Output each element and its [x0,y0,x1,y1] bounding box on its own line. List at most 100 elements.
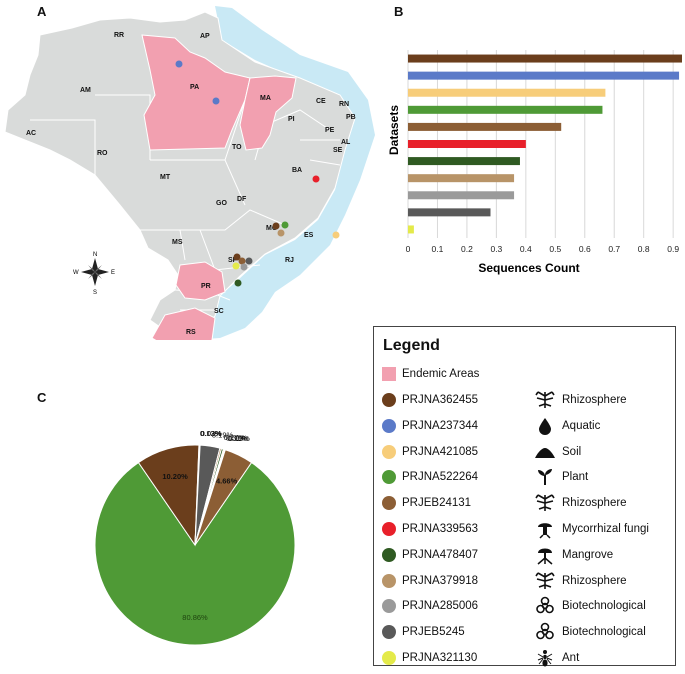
legend-habitat-row: Plant [534,467,588,487]
legend-dot [382,418,396,433]
pie-label-prjna285006: 0.03% [201,429,223,438]
bar-y-axis-label: Datasets [387,105,401,155]
legend-row-prjna478407: PRJNA478407 [382,546,478,564]
endemic-area-pa [141,34,251,151]
legend-habitat-label: Mangrove [562,548,614,561]
bar-x-ticks: 0 0.1 0.2 0.3 0.4 0.5 0.6 0.7 0.8 0.9 [406,244,680,254]
legend-habitat-row: Rhizosphere [534,571,627,591]
legend-dataset-label: PRJNA421085 [402,445,479,458]
legend-row-prjna522264: PRJNA522264 [382,468,478,486]
legend-dot [382,522,396,536]
legend-habitat-label: Rhizosphere [562,574,627,587]
compass-w: W [73,270,79,276]
state-label-df: DF [237,196,247,203]
state-label-rj: RJ [285,257,294,264]
pie-label-prjna522264: 80.86% [182,613,208,622]
bar-prjna421085 [408,88,606,97]
water-drop-icon [534,416,556,436]
legend-habitat-label: Rhizosphere [562,394,627,406]
legend-habitat-label: Rhizosphere [562,497,627,510]
sample-point-prjna421085 [332,231,340,239]
bar-x-tick-label: 0.1 [432,244,444,254]
bar-x-tick-label: 0.2 [461,244,473,254]
legend-habitat-row: Rhizosphere [534,493,627,513]
pie-label-prjna237344: 0.13% [229,434,251,443]
bar-series [408,54,682,234]
pie-label-prjna339563: 0.02% [200,429,222,438]
bar-prjna362455 [408,54,682,63]
compass-rose-icon: N S E W [73,252,115,296]
bar-chart: 0 0.1 0.2 0.3 0.4 0.5 0.6 0.7 0.8 0.9 Sequences C… [387,50,682,275]
legend-row-endemic: Endemic Areas [382,365,479,383]
panel-label-a: A [37,4,47,19]
legend-habitat-row: Ant [534,648,579,668]
legend-dataset-label: PRJEB24131 [402,497,472,510]
sample-point-prjna362455-sp [233,253,241,261]
legend-dataset-label: PRJNA237344 [402,419,479,432]
legend-dot [382,651,396,665]
legend-habitat-row: Rhizosphere [534,390,627,410]
ant-icon [534,648,556,668]
state-label-ma: MA [260,95,271,102]
state-label-al: AL [341,139,351,146]
state-label-pi: PI [288,116,295,123]
state-label-pe: PE [325,127,335,134]
bar-x-tick-label: 0.9 [667,244,679,254]
legend-habitat-label: Mycorrhizal fungi [562,523,649,535]
state-label-sp: SP [228,257,238,264]
state-label-sc: SC [214,308,224,315]
state-label-am: AM [80,87,91,94]
bar-prjna522264 [408,105,603,114]
bar-prjna339563 [408,140,526,148]
sample-point-prjna237344-south [212,97,220,105]
legend-habitat-label: Biotechnological [562,626,646,639]
legend-dataset-label: PRJNA339563 [402,523,479,535]
state-label-go: GO [216,200,227,207]
legend-dataset-label: PRJNA321130 [402,652,478,664]
sample-point-prjna379918 [277,229,285,237]
pie-chart: 80.86%10.20%0.13%0.02%0.03%3.19%0.27%0.3… [94,429,296,646]
state-label-ro: RO [97,150,108,157]
state-label-rr: RR [114,32,124,39]
legend-dot [382,393,396,407]
legend-row-prjna421085: PRJNA421085 [382,443,478,461]
endemic-area-rs [151,307,216,340]
sample-point-prjna362455-mg [272,222,280,230]
legend-dataset-label: PRJNA478407 [402,548,479,561]
legend-dataset-label: PRJNA362455 [402,394,479,406]
legend-dataset-label: PRJEB5245 [402,626,465,639]
sample-point-prjna285006 [240,263,248,271]
bar-prjeb24131 [408,122,562,131]
rhizosphere-icon [534,493,556,513]
pie-slices [94,444,296,646]
bar-x-tick-label: 0 [406,244,411,254]
bar-prjna237344 [408,71,680,80]
state-label-ba: BA [292,167,302,174]
sample-point-prjna339563 [312,175,320,183]
pie-label-prjna362455: 10.20% [162,472,188,481]
plant-icon [534,467,556,487]
legend-row-prjeb5245: PRJEB5245 [382,623,465,641]
rhizosphere-icon [534,390,556,410]
legend-habitat-row: Soil [534,442,581,462]
legend-habitat-label: Plant [562,471,589,484]
legend-dot [382,444,396,459]
bar-grid [407,50,674,238]
fungi-icon [534,519,556,539]
state-label-ap: AP [200,33,210,40]
state-label-to: TO [232,144,242,151]
pie-label-prjna321130: 0.13% [200,429,222,438]
state-label-se: SE [333,147,343,154]
bar-prjna321130 [408,225,414,234]
panel-label-c: C [37,390,47,405]
sample-point-prjeb5245 [245,257,253,265]
bar-x-tick-label: 0.8 [638,244,650,254]
legend-box: Legend Endemic Areas PRJNA362455 PRJNA237… [373,326,676,668]
state-label-rs: RS [186,329,196,336]
legend-habitat-row: Mangrove [534,545,613,565]
panel-label-b: B [394,4,404,19]
legend-dataset-label: PRJNA522264 [402,471,479,484]
legend-row-prjna321130: PRJNA321130 [382,649,477,667]
legend-row-prjna285006: PRJNA285006 [382,597,478,615]
legend-dot [382,625,396,640]
